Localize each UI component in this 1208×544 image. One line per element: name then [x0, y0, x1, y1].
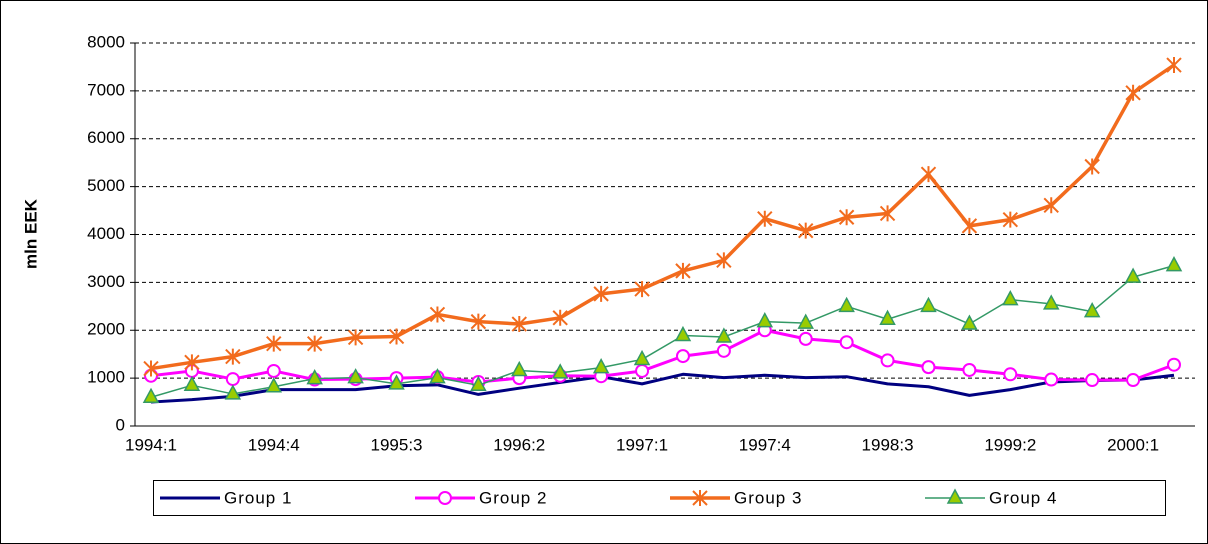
marker: [1083, 301, 1101, 318]
marker: [1044, 372, 1059, 387]
x-tick-label: 1999:2: [984, 435, 1036, 454]
marker: [692, 490, 708, 506]
x-tick-label: 2000:1: [1107, 435, 1159, 454]
marker: [675, 349, 690, 364]
marker: [1166, 57, 1182, 74]
marker: [921, 360, 936, 375]
marker: [592, 358, 610, 374]
marker: [224, 384, 242, 400]
marker: [184, 354, 200, 371]
marker: [511, 316, 527, 333]
marker: [143, 360, 159, 377]
marker: [757, 210, 773, 227]
marker: [633, 349, 651, 366]
marker: [1085, 373, 1100, 388]
y-tick-label: 0: [116, 415, 125, 434]
marker: [225, 372, 240, 387]
marker: [920, 296, 937, 313]
marker: [306, 369, 323, 385]
marker: [266, 363, 281, 378]
marker: [838, 209, 855, 226]
marker: [674, 325, 692, 342]
marker: [429, 368, 446, 384]
marker: [470, 375, 487, 392]
marker: [675, 262, 691, 279]
marker: [716, 343, 731, 358]
marker: [551, 363, 569, 379]
x-tick-label: 1998:3: [862, 435, 914, 454]
x-tick-label: 1996:2: [493, 435, 545, 454]
marker: [797, 313, 814, 329]
marker: [265, 377, 283, 393]
marker: [798, 222, 814, 239]
marker: [225, 348, 241, 365]
legend-label: Group 1: [224, 488, 292, 507]
marker: [962, 362, 977, 377]
marker: [470, 313, 487, 330]
marker: [880, 353, 895, 368]
x-tick-label: 1994:1: [125, 435, 177, 454]
marker: [1084, 158, 1100, 175]
marker: [347, 368, 364, 384]
series-line: [150, 372, 1175, 404]
marker: [879, 309, 896, 325]
marker: [838, 296, 855, 313]
marker: [1125, 84, 1141, 101]
marker: [1126, 373, 1141, 388]
marker: [635, 363, 650, 378]
marker: [388, 328, 405, 345]
marker: [142, 387, 160, 404]
x-tick-label: 1995:3: [371, 435, 423, 454]
marker: [716, 252, 732, 269]
legend-label: Group 2: [479, 488, 547, 507]
marker: [961, 314, 978, 330]
y-tick-label: 8000: [87, 32, 125, 51]
marker: [961, 217, 978, 234]
marker: [1002, 290, 1019, 306]
marker: [429, 306, 446, 323]
y-tick-label: 5000: [87, 176, 125, 195]
x-tick-label: 1997:1: [616, 435, 668, 454]
marker: [347, 329, 364, 346]
marker: [756, 312, 774, 328]
marker: [511, 360, 528, 377]
marker: [1002, 211, 1019, 228]
marker: [1124, 267, 1142, 283]
marker: [920, 166, 937, 183]
y-axis-title: mln EEK: [21, 198, 40, 269]
legend-box: [153, 480, 1166, 516]
y-tick-label: 2000: [87, 320, 125, 339]
marker: [946, 488, 964, 504]
marker: [388, 374, 405, 390]
marker: [1003, 367, 1018, 382]
x-tick-label: 1994:4: [248, 435, 300, 454]
y-tick-label: 7000: [87, 80, 125, 99]
series-line: [150, 63, 1175, 371]
marker: [1165, 256, 1183, 272]
marker: [552, 309, 568, 326]
marker: [183, 375, 201, 392]
marker: [634, 281, 650, 298]
y-tick-label: 3000: [87, 272, 125, 291]
legend-label: Group 4: [989, 488, 1057, 507]
marker: [1167, 357, 1181, 372]
marker: [438, 491, 452, 505]
marker: [306, 335, 323, 352]
legend-label: Group 3: [734, 488, 802, 507]
marker: [715, 327, 733, 343]
marker: [1043, 197, 1059, 214]
marker: [593, 285, 609, 302]
x-tick-label: 1997:4: [739, 435, 791, 454]
y-tick-label: 4000: [87, 224, 125, 243]
y-tick-label: 6000: [87, 128, 125, 147]
marker: [839, 335, 854, 350]
marker: [798, 331, 813, 346]
y-tick-label: 1000: [87, 368, 125, 387]
marker: [1042, 294, 1060, 310]
marker: [266, 335, 282, 352]
marker: [879, 205, 896, 222]
